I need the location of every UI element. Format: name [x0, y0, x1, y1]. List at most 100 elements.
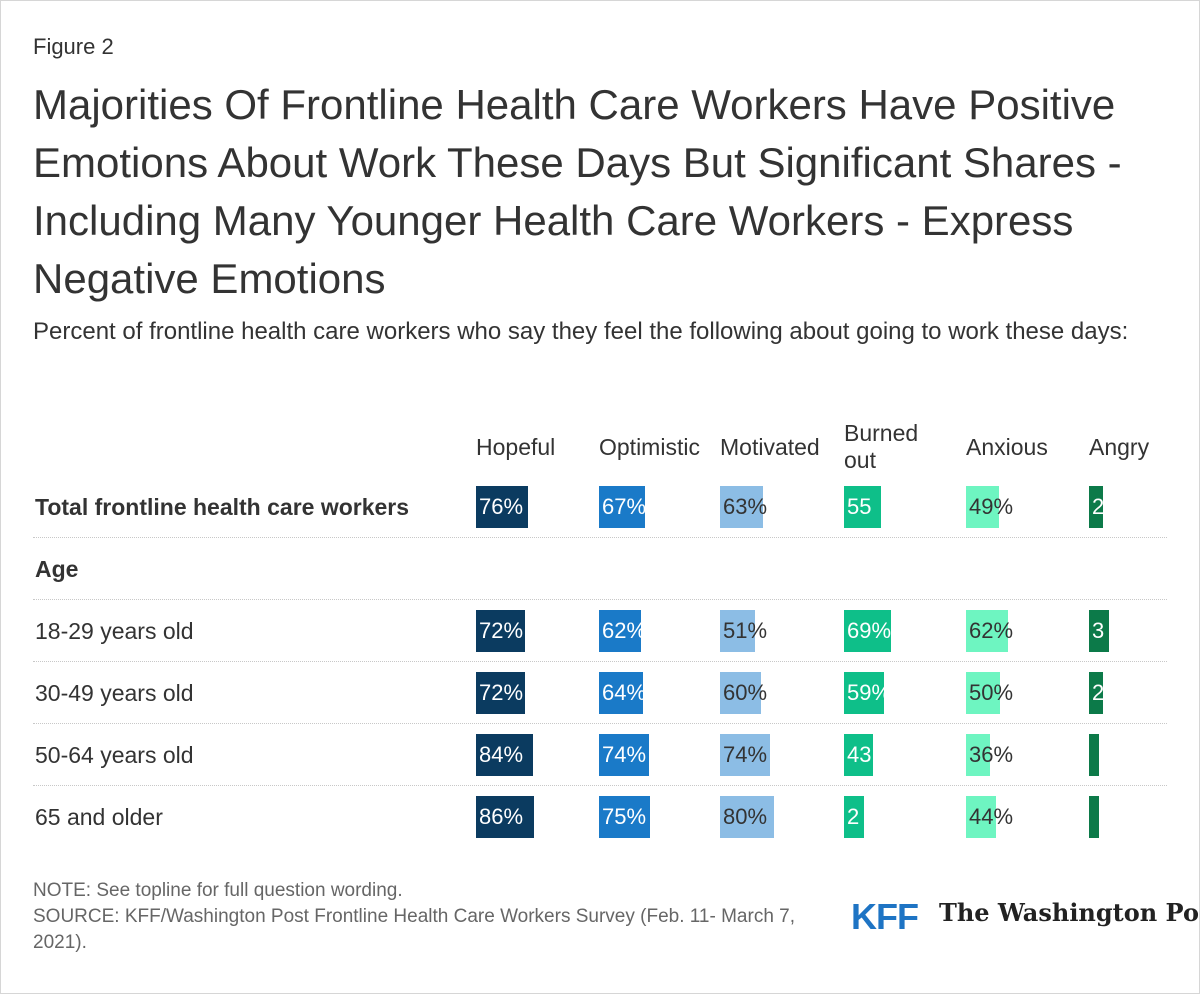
bar-anxious — [966, 734, 990, 776]
bar-hopeful — [476, 610, 525, 652]
column-header-optimistic: Optimistic — [599, 433, 700, 460]
bar-cell: 2 — [1089, 672, 1199, 714]
note-text: NOTE: See topline for full question word… — [33, 880, 403, 901]
bar-value-clip: 55 — [844, 486, 881, 528]
column-header-anxious: Anxious — [966, 433, 1048, 460]
bar-burned-out — [844, 672, 884, 714]
bar-anxious — [966, 796, 996, 838]
column-header-motivated: Motivated — [720, 433, 820, 460]
bar-angry — [1089, 610, 1109, 652]
bar-value-clip: 3 — [1089, 610, 1109, 652]
bar-motivated — [720, 672, 761, 714]
bar-value-label: 64% — [602, 680, 643, 705]
figure-label: Figure 2 — [33, 34, 114, 59]
bar-value-clip: 67% — [599, 486, 645, 528]
kff-logo: KFF — [851, 896, 919, 937]
bar-value-clip: 62% — [599, 610, 641, 652]
bar-cell: 50% — [966, 672, 1076, 714]
row-label: 50-64 years old — [35, 741, 194, 768]
bar-value-label: 84% — [479, 742, 524, 767]
column-header-burned-out: Burned out — [844, 420, 919, 473]
bar-cell: 55 — [844, 486, 954, 528]
footnote: NOTE: See topline for full question word… — [33, 878, 813, 956]
bar-value-clip: 64% — [599, 672, 643, 714]
bar-cell: 75% — [599, 796, 709, 838]
bar-cell: 60% — [720, 672, 830, 714]
bar-optimistic — [599, 796, 650, 838]
bar-cell: 74% — [720, 734, 830, 776]
bar-cell: 63% — [720, 486, 830, 528]
row-divider — [33, 785, 1167, 786]
bar-cell: 84% — [476, 734, 586, 776]
row-label: 65 and older — [35, 803, 163, 830]
bar-value-label: 55 — [847, 494, 872, 519]
chart-subtitle: Percent of frontline health care workers… — [33, 318, 1129, 345]
bar-value-label: 74% — [602, 742, 647, 767]
bar-burned-out — [844, 796, 864, 838]
bar-value-clip: 2 — [844, 796, 864, 838]
bar-value-clip: 59% — [844, 672, 884, 714]
bar-cell: 43 — [844, 734, 954, 776]
bar-cell: 67% — [599, 486, 709, 528]
bar-value-label: 74% — [723, 742, 768, 767]
bar-hopeful — [476, 486, 528, 528]
bar-hopeful — [476, 796, 534, 838]
bar-optimistic — [599, 486, 645, 528]
bar-anxious — [966, 486, 999, 528]
bar-cell — [1089, 796, 1199, 838]
bar-value-label: 75% — [602, 804, 647, 829]
row-divider — [33, 723, 1167, 724]
bar-cell: 2 — [844, 796, 954, 838]
bar-cell: 72% — [476, 672, 586, 714]
bar-angry — [1089, 486, 1103, 528]
bar-value-label: 80% — [723, 804, 768, 829]
row-divider — [33, 599, 1167, 600]
row-label: 30-49 years old — [35, 679, 194, 706]
bar-cell: 44% — [966, 796, 1076, 838]
bar-cell: 62% — [599, 610, 709, 652]
bar-value-label: 2 — [847, 804, 860, 829]
bar-value-label: 60% — [723, 680, 768, 705]
bar-value-clip: 76% — [476, 486, 528, 528]
bar-value-clip — [1089, 796, 1099, 838]
bar-cell: 3 — [1089, 610, 1199, 652]
bar-cell: 64% — [599, 672, 709, 714]
bar-cell — [1089, 734, 1199, 776]
bar-cell: 51% — [720, 610, 830, 652]
bar-value-clip: 72% — [476, 610, 525, 652]
bar-value-clip: 72% — [476, 672, 525, 714]
bar-value-clip: 75% — [599, 796, 650, 838]
bar-value-label: 62% — [602, 618, 641, 643]
bar-anxious — [966, 672, 1000, 714]
bar-burned-out — [844, 486, 881, 528]
row-label: Total frontline health care workers — [35, 493, 410, 520]
bar-cell: 74% — [599, 734, 709, 776]
bar-value-label: 69% — [847, 618, 891, 643]
column-header-angry: Angry — [1089, 433, 1150, 460]
bar-cell: 62% — [966, 610, 1076, 652]
bar-anxious — [966, 610, 1008, 652]
row-label: 18-29 years old — [35, 617, 194, 644]
bar-value-label: 86% — [479, 804, 524, 829]
bar-value-label: 63% — [723, 494, 768, 519]
bar-cell: 80% — [720, 796, 830, 838]
bar-cell: 49% — [966, 486, 1076, 528]
bar-motivated — [720, 734, 770, 776]
bar-motivated — [720, 610, 755, 652]
bar-value-clip: 84% — [476, 734, 533, 776]
bar-cell: 76% — [476, 486, 586, 528]
bar-cell: 59% — [844, 672, 954, 714]
bar-cell: 2 — [1089, 486, 1199, 528]
bar-cell: 86% — [476, 796, 586, 838]
bar-burned-out — [844, 734, 873, 776]
source-text: SOURCE: KFF/Washington Post Frontline He… — [33, 906, 796, 953]
bar-value-label: 72% — [479, 618, 524, 643]
bar-cell: 69% — [844, 610, 954, 652]
bar-hopeful — [476, 734, 533, 776]
bar-angry — [1089, 734, 1099, 776]
bar-optimistic — [599, 734, 649, 776]
bar-value-label: 44% — [969, 804, 1014, 829]
bar-value-label: 2 — [1092, 494, 1103, 519]
row-divider — [33, 661, 1167, 662]
bar-cell: 36% — [966, 734, 1076, 776]
